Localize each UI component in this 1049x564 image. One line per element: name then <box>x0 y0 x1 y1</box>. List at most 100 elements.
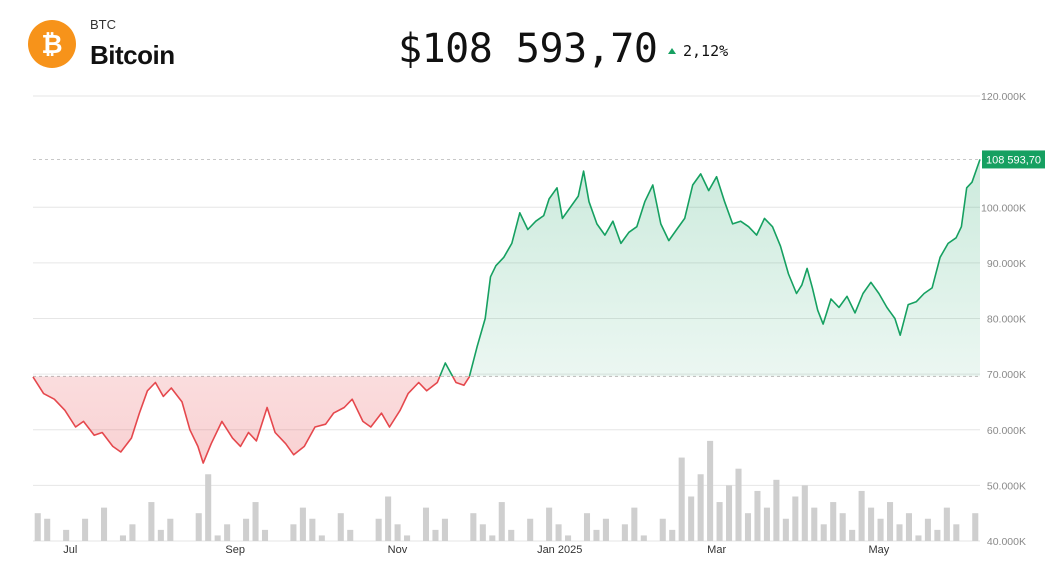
volume-bar <box>129 524 136 541</box>
volume-bar <box>100 507 108 541</box>
x-tick-label: Jan 2025 <box>537 544 582 556</box>
volume-bar <box>659 518 666 541</box>
volume-bar <box>299 507 306 541</box>
volume-bar <box>744 513 752 541</box>
current-price: $108 593,70 <box>398 26 658 72</box>
area-fills <box>33 159 980 464</box>
volume-bar <box>195 513 202 541</box>
last-price-label: 108 593,70 <box>986 154 1041 166</box>
volume-bar <box>337 513 344 541</box>
volume-bar <box>546 507 553 541</box>
volume-bar <box>489 535 496 541</box>
volume-bar <box>82 518 89 541</box>
y-tick-label: 50.000K <box>987 480 1026 492</box>
volume-bar <box>773 479 780 541</box>
volume-bar <box>243 518 250 541</box>
volume-bar <box>347 529 354 541</box>
last-price-marker: 108 593,70 <box>33 150 1045 169</box>
volume-bar <box>811 507 818 541</box>
volume-bar <box>782 518 789 541</box>
price-change: 2,12% <box>668 42 728 60</box>
volume-bar <box>678 457 685 541</box>
price-line-up <box>438 159 981 377</box>
volume-bar <box>934 529 941 541</box>
volume-bar <box>858 490 865 541</box>
volume-bar <box>290 524 297 541</box>
volume-bar <box>432 529 439 541</box>
y-tick-label: 40.000K <box>987 536 1026 548</box>
y-tick-label: 80.000K <box>987 314 1026 326</box>
volume-bar <box>763 507 770 541</box>
up-arrow-icon <box>668 48 676 54</box>
volume-bar <box>508 529 515 541</box>
volume-bars <box>34 440 979 541</box>
asset-name: Bitcoin <box>90 40 175 70</box>
volume-bar <box>669 529 676 541</box>
volume-bar <box>943 507 950 541</box>
volume-bar <box>394 524 401 541</box>
price-change-value: 2,12% <box>683 42 729 60</box>
x-tick-label: May <box>869 544 890 556</box>
volume-bar <box>555 524 562 541</box>
volume-bar <box>905 513 913 541</box>
x-axis-ticks: Jul Sep Nov Jan 2025 Mar May <box>63 544 890 556</box>
volume-bar <box>972 513 979 541</box>
bitcoin-logo-icon: ₿ <box>28 20 76 68</box>
volume-bar <box>830 502 837 541</box>
y-tick-label: 60.000K <box>987 425 1026 437</box>
y-tick-label: 120.000K <box>981 91 1026 103</box>
x-tick-label: Mar <box>707 544 726 556</box>
volume-bar <box>849 529 856 541</box>
volume-bar <box>754 490 761 541</box>
volume-bar <box>470 513 477 541</box>
grid-lines <box>33 95 980 542</box>
volume-bar <box>252 502 259 541</box>
volume-bar <box>707 440 714 541</box>
price-line-down <box>32 376 471 464</box>
volume-bar <box>205 474 212 541</box>
volume-bar <box>119 535 126 541</box>
price-lines <box>32 159 981 464</box>
svg-text:₿: ₿ <box>41 30 62 60</box>
y-tick-label: 100.000K <box>981 202 1026 214</box>
volume-bar <box>887 502 894 541</box>
volume-bar <box>631 507 638 541</box>
volume-bar <box>527 518 534 541</box>
volume-bar <box>726 485 733 541</box>
volume-bar <box>261 529 269 541</box>
bitcoin-symbol-icon: ₿ <box>41 30 62 60</box>
volume-bar <box>157 529 164 541</box>
volume-bar <box>34 513 41 541</box>
volume-bar <box>63 529 70 541</box>
volume-bar <box>214 535 221 541</box>
volume-bar <box>375 518 382 541</box>
volume-bar <box>441 518 448 541</box>
volume-bar <box>716 502 723 541</box>
volume-bar <box>224 524 231 541</box>
volume-bar <box>792 496 799 541</box>
volume-bar <box>479 524 486 541</box>
volume-bar <box>309 518 316 541</box>
volume-bar <box>915 535 922 541</box>
volume-bar <box>44 518 51 541</box>
y-axis-ticks: 120.000K 100.000K 90.000K 80.000K 70.000K 60.… <box>981 91 1026 548</box>
volume-bar <box>498 502 505 541</box>
volume-bar <box>801 485 808 541</box>
volume-bar <box>583 513 591 541</box>
volume-bar <box>896 524 903 541</box>
volume-bar <box>868 507 875 541</box>
volume-bar <box>953 524 960 541</box>
last-price-badge <box>982 150 1045 169</box>
x-tick-label: Jul <box>63 544 77 556</box>
area-above-baseline <box>33 159 980 377</box>
y-tick-label: 70.000K <box>987 369 1026 381</box>
volume-bar <box>621 524 628 541</box>
x-tick-label: Nov <box>388 544 408 556</box>
volume-bar <box>839 513 846 541</box>
volume-bar <box>697 474 704 541</box>
volume-bar <box>640 535 647 541</box>
volume-bar <box>318 535 325 541</box>
volume-bar <box>820 524 827 541</box>
volume-bar <box>404 535 411 541</box>
